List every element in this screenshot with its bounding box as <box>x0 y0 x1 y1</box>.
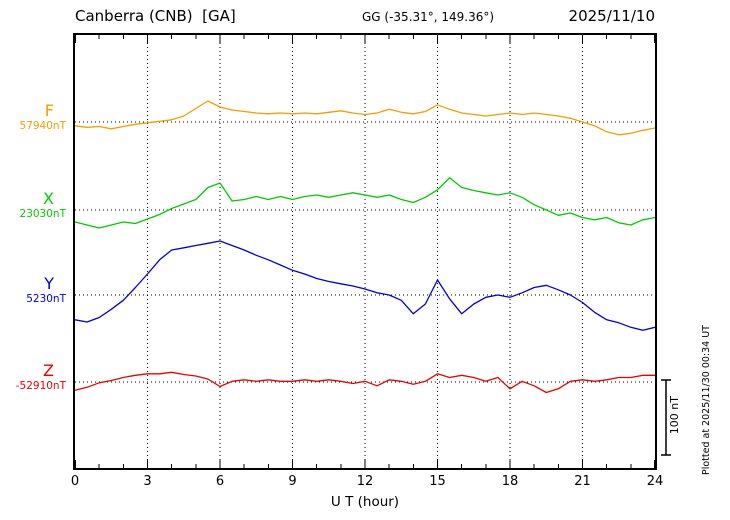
trace-F <box>75 100 655 136</box>
baseline-value-z: -52910nT <box>15 380 66 392</box>
trace-label-y: Y 5230nT <box>0 274 68 306</box>
x-tick-label: 18 <box>501 474 519 489</box>
date-label: 2025/11/10 <box>568 7 655 25</box>
x-tick-label: 15 <box>429 474 446 489</box>
trace-Z <box>75 371 655 394</box>
trace-name-f: F <box>44 101 54 120</box>
x-tick-label: 9 <box>288 474 297 489</box>
scale-bar-label: 100 nT <box>668 396 681 435</box>
x-tick-label: 3 <box>143 474 152 489</box>
x-axis-title: U T (hour) <box>330 494 400 510</box>
trace-name-y: Y <box>44 274 54 293</box>
x-tick-label: 6 <box>215 474 225 489</box>
station-title: Canberra (CNB) [GA] <box>75 7 236 25</box>
scale-bar <box>661 379 671 456</box>
trace-Y <box>75 240 655 331</box>
trace-label-x: X 23030nT <box>0 189 68 221</box>
x-tick-label: 0 <box>70 474 80 489</box>
plotted-at-label: Plotted at 2025/11/30 00:34 UT <box>701 325 712 476</box>
trace-name-z: Z <box>43 361 54 380</box>
baseline-value-x: 23030nT <box>19 208 66 220</box>
x-tick-label: 12 <box>356 474 374 489</box>
plot-svg <box>75 35 655 468</box>
trace-label-f: F 57940nT <box>0 101 68 133</box>
trace-label-z: Z -52910nT <box>0 361 68 393</box>
trace-name-x: X <box>43 189 54 208</box>
baseline-value-f: 57940nT <box>19 120 66 132</box>
coordinates-label: GG (-35.31°, 149.36°) <box>362 10 495 24</box>
baseline-value-y: 5230nT <box>26 293 66 305</box>
x-tick-label: 21 <box>574 474 591 489</box>
trace-X <box>75 177 655 229</box>
x-tick-label: 24 <box>646 474 664 489</box>
x-axis: 0 3 6 9 12 15 18 21 24 <box>0 474 730 492</box>
plot-area <box>73 33 657 470</box>
